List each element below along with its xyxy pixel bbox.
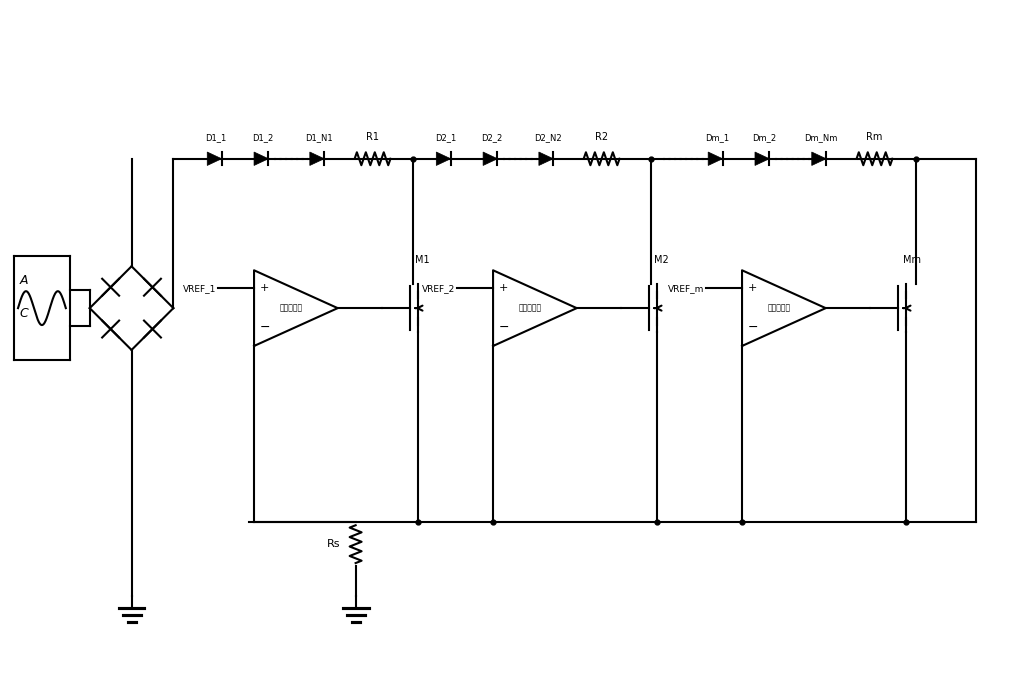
- Text: Dm_1: Dm_1: [705, 133, 729, 142]
- Text: VREF_m: VREF_m: [668, 284, 704, 293]
- Text: VREF_1: VREF_1: [183, 284, 216, 293]
- Text: D2_1: D2_1: [435, 133, 456, 142]
- Text: −: −: [748, 321, 759, 334]
- Text: 运算放大器: 运算放大器: [279, 304, 303, 313]
- Text: R1: R1: [366, 132, 379, 142]
- Text: −: −: [260, 321, 270, 334]
- Polygon shape: [483, 152, 498, 165]
- Polygon shape: [436, 152, 451, 165]
- Text: D1_1: D1_1: [205, 133, 227, 142]
- Polygon shape: [755, 152, 769, 165]
- Text: M2: M2: [654, 256, 670, 265]
- Text: D1_N1: D1_N1: [305, 133, 332, 142]
- Text: VREF_2: VREF_2: [422, 284, 455, 293]
- Text: 运算放大器: 运算放大器: [767, 304, 790, 313]
- Text: +: +: [748, 283, 757, 294]
- Text: −: −: [499, 321, 510, 334]
- Text: D2_N2: D2_N2: [534, 133, 562, 142]
- Text: M1: M1: [416, 256, 430, 265]
- Text: Dm_2: Dm_2: [752, 133, 776, 142]
- Text: Rm: Rm: [867, 132, 883, 142]
- Polygon shape: [708, 152, 722, 165]
- Text: +: +: [260, 283, 269, 294]
- Text: +: +: [499, 283, 508, 294]
- Text: R2: R2: [595, 132, 609, 142]
- Text: A: A: [19, 274, 28, 287]
- Polygon shape: [207, 152, 221, 165]
- Text: Mm: Mm: [903, 256, 922, 265]
- Polygon shape: [310, 152, 324, 165]
- Text: Rs: Rs: [327, 539, 340, 549]
- Polygon shape: [538, 152, 554, 165]
- Text: C: C: [19, 306, 28, 319]
- Polygon shape: [812, 152, 826, 165]
- Polygon shape: [254, 152, 268, 165]
- Text: 运算放大器: 运算放大器: [518, 304, 542, 313]
- Text: D1_2: D1_2: [252, 133, 273, 142]
- Text: Dm_Nm: Dm_Nm: [804, 133, 837, 142]
- Text: D2_2: D2_2: [482, 133, 503, 142]
